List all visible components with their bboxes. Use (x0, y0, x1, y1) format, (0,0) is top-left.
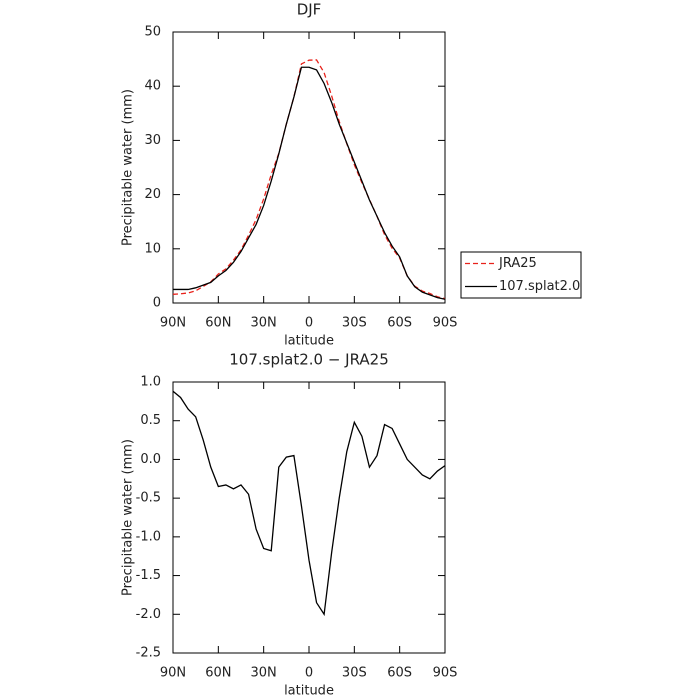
y-tick-label: -1.0 (136, 529, 161, 544)
y-tick-label: 0 (153, 296, 161, 311)
x-tick-label: 90N (160, 316, 186, 331)
x-tick-label: 60N (205, 666, 231, 681)
x-tick-label: 30N (251, 666, 277, 681)
x-tick-label: 90S (433, 666, 458, 681)
y-tick-label: -2.0 (136, 607, 161, 622)
chart-title: DJF (297, 1, 322, 19)
x-axis-label: latitude (284, 684, 334, 699)
plot-frame (172, 381, 446, 654)
x-tick-label: 30N (251, 316, 277, 331)
x-axis-label: latitude (284, 334, 334, 349)
x-tick-label: 0 (305, 316, 313, 331)
y-tick-label: -0.5 (136, 491, 161, 506)
y-tick-label: 0.0 (140, 452, 161, 467)
data-line (173, 66, 446, 300)
plot-frame (172, 31, 446, 304)
data-line (172, 390, 446, 617)
x-tick-label: 60S (387, 316, 412, 331)
legend-box (460, 251, 582, 299)
y-tick-label: 10 (144, 241, 161, 256)
x-tick-label: 0 (305, 666, 313, 681)
y-tick-label: 0.5 (140, 413, 161, 428)
y-axis-label: Precipitable water (mm) (121, 89, 136, 246)
x-tick-label: 30S (342, 666, 367, 681)
legend-label: 107.splat2.0 (499, 279, 580, 294)
x-tick-label: 90S (433, 316, 458, 331)
legend-label: JRA25 (498, 256, 537, 271)
x-tick-label: 30S (342, 316, 367, 331)
y-tick-label: -2.5 (136, 646, 161, 661)
data-line (172, 59, 446, 300)
y-axis-label: Precipitable water (mm) (121, 439, 136, 596)
chart-title: 107.splat2.0 − JRA25 (229, 351, 389, 369)
y-tick-label: 50 (144, 25, 161, 40)
x-tick-label: 60N (205, 316, 231, 331)
y-tick-label: 20 (144, 187, 161, 202)
y-tick-label: 40 (144, 79, 161, 94)
y-tick-label: -1.5 (136, 568, 161, 583)
y-tick-label: 1.0 (140, 375, 161, 390)
x-tick-label: 90N (160, 666, 186, 681)
x-tick-label: 60S (387, 666, 412, 681)
y-tick-label: 30 (144, 133, 161, 148)
